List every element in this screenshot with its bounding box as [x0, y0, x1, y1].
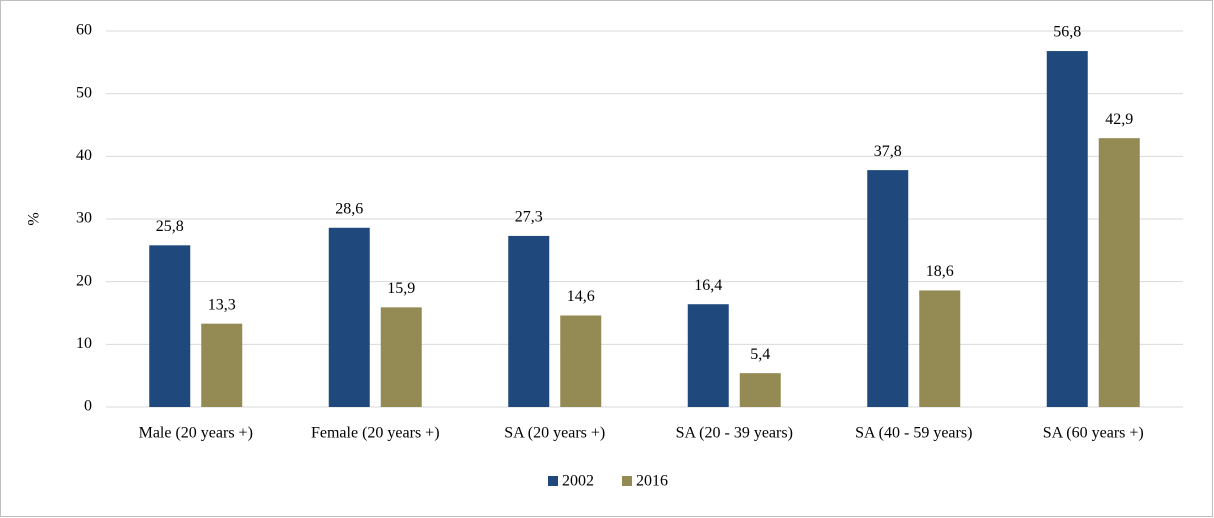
data-label: 37,8	[874, 143, 902, 160]
legend-swatch	[622, 476, 632, 486]
legend-label: 2002	[562, 473, 594, 490]
bar	[1046, 51, 1088, 407]
x-tick-label: Male (20 years +)	[139, 425, 253, 442]
bar	[687, 304, 729, 407]
bar	[508, 235, 550, 407]
y-tick-label: 20	[76, 272, 92, 289]
y-tick-label: 60	[76, 22, 92, 39]
y-tick-label: 30	[76, 210, 92, 227]
data-label: 25,8	[156, 218, 184, 235]
y-tick-label: 10	[76, 335, 92, 352]
bar	[560, 315, 602, 407]
data-label: 18,6	[926, 263, 954, 280]
x-tick-label: SA (60 years +)	[1043, 425, 1144, 442]
y-tick-label: 0	[84, 398, 92, 415]
data-label: 28,6	[335, 200, 363, 217]
bar	[919, 290, 961, 407]
y-tick-label: 40	[76, 147, 92, 164]
bar	[867, 170, 909, 407]
data-label: 16,4	[694, 277, 722, 294]
y-tick-label: 50	[76, 84, 92, 101]
data-label: 13,3	[208, 296, 236, 313]
y-axis-label: %	[26, 212, 43, 225]
data-label: 56,8	[1053, 24, 1081, 41]
x-tick-label: SA (40 - 59 years)	[855, 425, 972, 442]
bar	[201, 323, 243, 407]
data-label: 14,6	[567, 288, 595, 305]
data-label: 27,3	[515, 209, 543, 226]
bar	[380, 307, 422, 407]
legend-swatch	[548, 476, 558, 486]
legend-label: 2016	[636, 473, 668, 490]
x-tick-label: Female (20 years +)	[311, 425, 440, 442]
data-label: 15,9	[387, 280, 415, 297]
bar	[739, 373, 781, 407]
x-tick-label: SA (20 years +)	[504, 425, 605, 442]
bar	[328, 227, 370, 407]
data-label: 42,9	[1105, 111, 1133, 128]
data-label: 5,4	[750, 346, 770, 363]
bar	[1098, 138, 1140, 407]
x-tick-label: SA (20 - 39 years)	[676, 425, 793, 442]
bar	[149, 245, 191, 407]
